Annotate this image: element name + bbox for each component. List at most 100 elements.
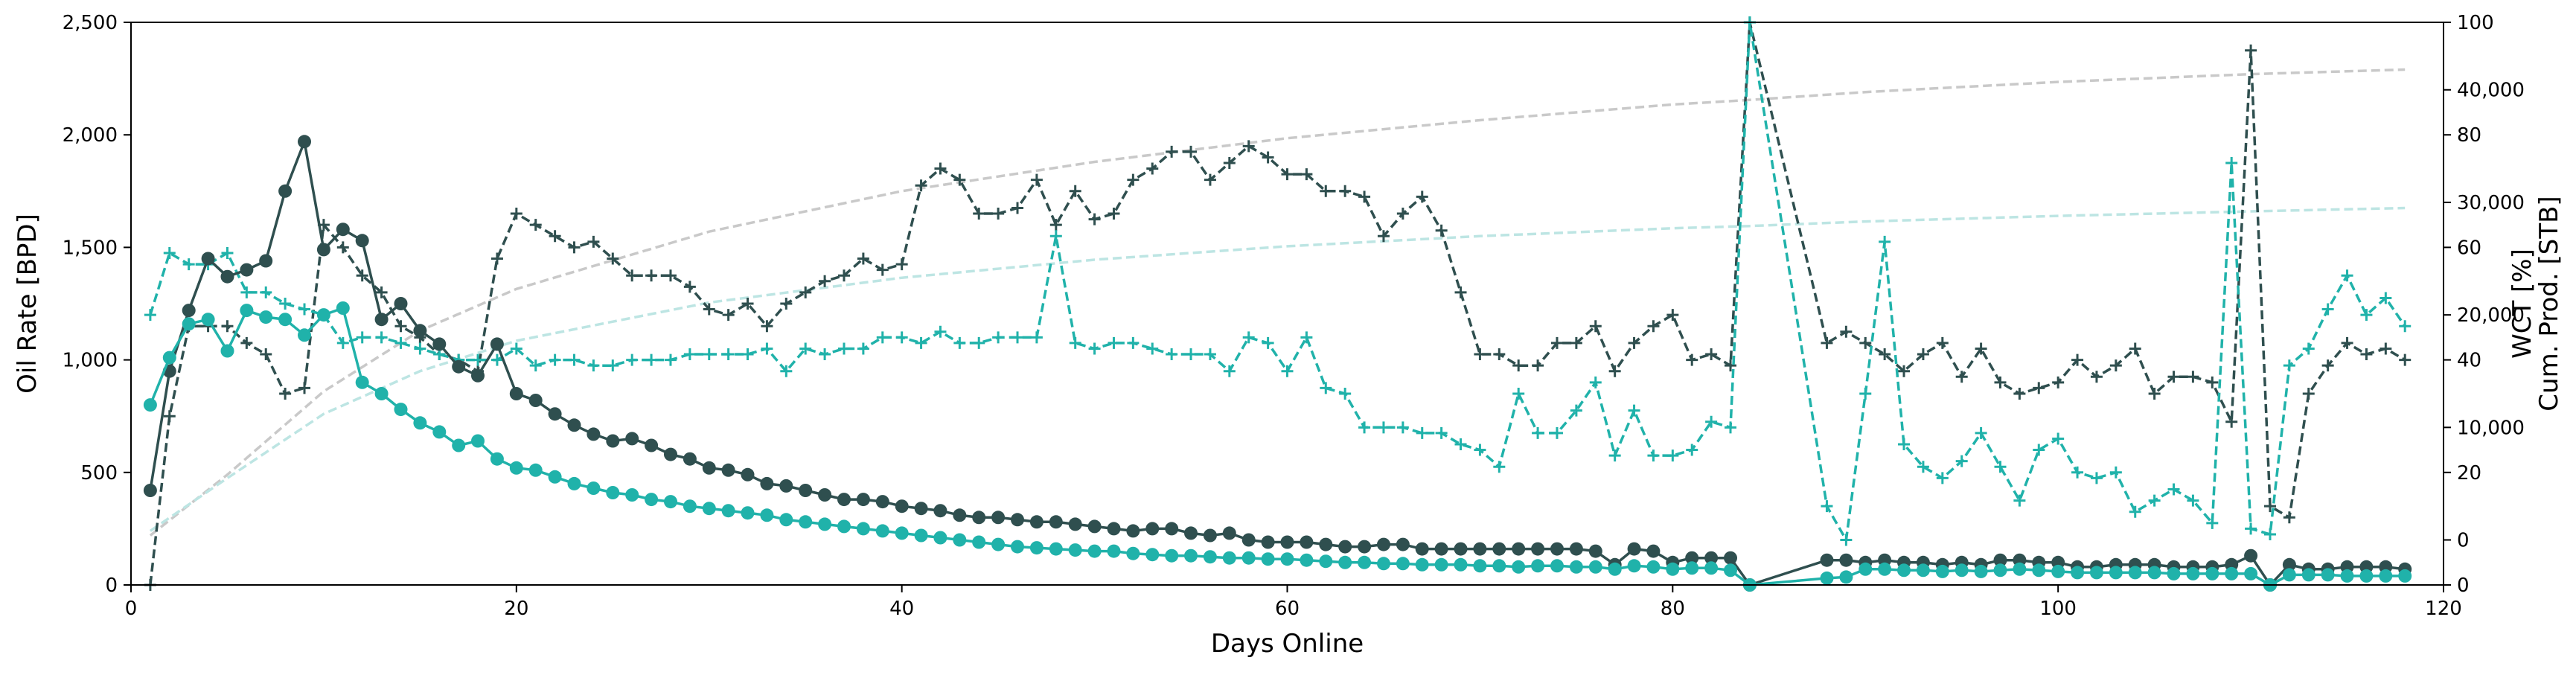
data-point-oil [606, 486, 620, 499]
data-point-oil [1029, 515, 1043, 529]
data-point-wct [2187, 494, 2199, 507]
data-point-wct [1011, 331, 1024, 344]
data-point-wct [1377, 230, 1390, 243]
data-point-oil [471, 434, 485, 448]
data-point-wct [1474, 348, 1486, 361]
data-point-wct [626, 354, 639, 366]
data-point-wct [1936, 472, 1949, 484]
y-tick-label-cum: 10,000 [2457, 417, 2525, 439]
series-line-5 [149, 206, 2406, 532]
data-point-wct [1570, 404, 1582, 417]
data-point-wct [279, 298, 292, 310]
axes: 0 20 40 60 80 100 12005001,0001,5002,0002,5000… [63, 12, 2525, 620]
data-point-wct [221, 320, 234, 333]
data-point-wct [1108, 336, 1120, 349]
data-point-oil [1820, 553, 1834, 567]
data-point-wct [1628, 336, 1640, 349]
data-point-wct [1821, 336, 1833, 349]
x-tick-label: 100 [2039, 598, 2077, 620]
data-point-wct [1589, 320, 1602, 333]
data-point-wct [1069, 185, 1081, 197]
data-point-wct [2071, 354, 2084, 366]
data-point-wct [1512, 359, 1525, 372]
data-point-wct [1955, 371, 1968, 383]
series-line-3 [149, 22, 2406, 544]
data-point-oil [1704, 551, 1719, 565]
data-point-oil [394, 403, 408, 417]
data-point-wct [1550, 336, 1563, 349]
data-point-oil [548, 407, 562, 421]
data-point-oil [1396, 557, 1410, 571]
data-point-wct [2033, 444, 2045, 456]
data-point-wct [1339, 185, 1352, 197]
data-point-wct [1512, 387, 1525, 400]
data-point-oil [413, 324, 427, 338]
data-point-wct [819, 348, 831, 361]
data-point-oil [452, 438, 466, 452]
data-point-oil [1724, 563, 1737, 578]
series-line-0 [149, 136, 2406, 587]
data-point-wct [1994, 376, 2007, 388]
data-point-wct [857, 252, 869, 265]
data-point-oil [1993, 563, 2007, 578]
data-point-wct [375, 286, 388, 298]
data-point-wct [1435, 426, 1448, 439]
data-point-wct [490, 252, 503, 265]
data-point-wct [510, 208, 522, 220]
data-point-wct [1320, 185, 1332, 197]
x-tick-label: 60 [1275, 598, 1300, 620]
data-point-oil [702, 461, 716, 475]
data-point-oil [567, 418, 581, 432]
data-point-wct [298, 303, 311, 316]
data-point-wct [394, 336, 407, 349]
data-point-wct [1994, 461, 2007, 473]
data-point-oil [1126, 524, 1140, 538]
data-point-wct [1281, 168, 1294, 181]
data-point-oil [355, 375, 369, 389]
data-point-wct [260, 348, 272, 361]
series-line-2 [149, 22, 2406, 586]
data-point-wct [780, 365, 793, 377]
y-axis-label-wct: WCT [%] [2508, 249, 2537, 359]
data-point-wct [1898, 438, 1911, 450]
data-point-oil [875, 524, 889, 538]
data-point-oil [1203, 528, 1217, 543]
data-point-wct [375, 331, 388, 344]
data-point-oil [490, 337, 504, 351]
data-point-oil [2244, 548, 2258, 563]
data-point-oil [336, 223, 350, 237]
data-point-wct [895, 258, 908, 271]
data-point-wct [1532, 359, 1544, 372]
data-point-wct [1589, 376, 1602, 388]
data-point-wct [2090, 472, 2103, 484]
data-point-oil [1685, 551, 1699, 565]
data-point-wct [934, 162, 947, 175]
data-point-oil [1184, 526, 1198, 540]
data-point-wct [163, 410, 176, 423]
data-point-wct [529, 359, 542, 372]
data-point-oil [1666, 562, 1680, 576]
data-point-oil [1916, 563, 1930, 578]
data-point-oil [298, 135, 311, 149]
data-point-wct [1242, 140, 1255, 153]
data-point-oil [528, 463, 543, 477]
data-point-oil [1280, 552, 1294, 566]
data-point-oil [1512, 560, 1526, 574]
data-point-wct [1011, 202, 1024, 214]
data-point-wct [992, 208, 1005, 220]
data-point-wct [2302, 387, 2315, 400]
data-point-oil [1955, 563, 1969, 578]
data-point-wct [1146, 162, 1159, 175]
data-point-oil [779, 479, 793, 493]
data-point-wct [1493, 348, 1506, 361]
data-point-wct [2033, 382, 2045, 394]
data-point-oil [2128, 566, 2142, 580]
data-point-wct [1666, 309, 1679, 321]
x-tick-label: 80 [1661, 598, 1685, 620]
data-point-wct [1454, 438, 1467, 450]
data-point-oil [1550, 559, 1564, 573]
data-point-oil [374, 387, 389, 400]
data-point-oil [1107, 544, 1121, 558]
data-point-wct [1859, 387, 1872, 400]
data-point-oil [1839, 553, 1853, 567]
